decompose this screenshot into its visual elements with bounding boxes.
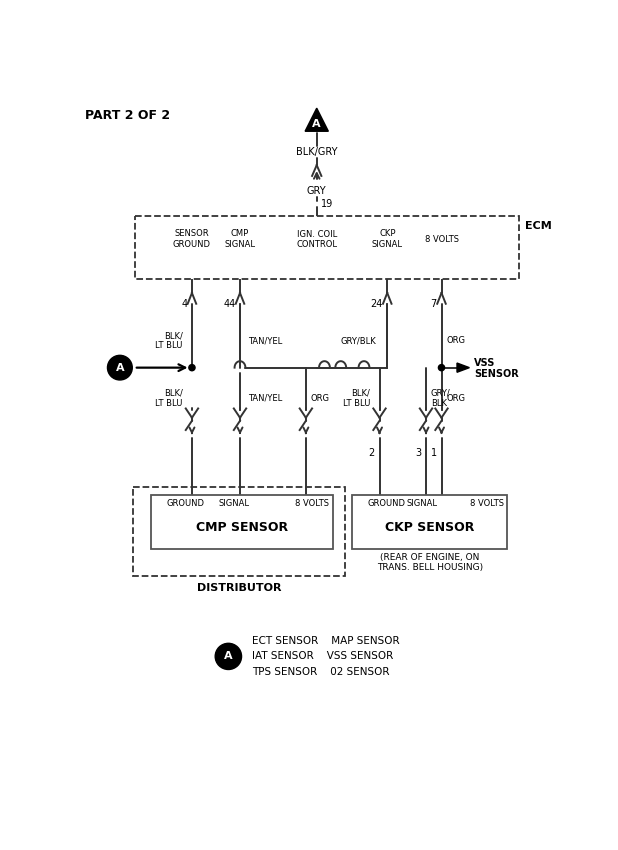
Polygon shape [457, 363, 470, 372]
Text: SENSOR: SENSOR [474, 369, 519, 379]
Text: ECT SENSOR    MAP SENSOR: ECT SENSOR MAP SENSOR [252, 636, 399, 646]
Circle shape [215, 643, 242, 670]
Text: GRY: GRY [307, 185, 326, 196]
Text: IAT SENSOR    VSS SENSOR: IAT SENSOR VSS SENSOR [252, 651, 393, 661]
Text: TAN/YEL: TAN/YEL [248, 394, 282, 403]
Text: SENSOR
GROUND: SENSOR GROUND [173, 230, 211, 249]
Text: GRY/BLK: GRY/BLK [341, 337, 376, 345]
Text: A: A [224, 651, 233, 661]
Text: SIGNAL: SIGNAL [219, 500, 250, 508]
Text: ORG: ORG [446, 337, 465, 345]
Text: easyautodiagnostics.com: easyautodiagnostics.com [211, 246, 422, 264]
Text: GRY/
BLK: GRY/ BLK [431, 388, 451, 408]
Text: IGN. COIL
CONTROL: IGN. COIL CONTROL [296, 230, 337, 249]
Text: CKP SENSOR: CKP SENSOR [385, 521, 475, 535]
Text: TAN/YEL: TAN/YEL [248, 337, 282, 345]
Circle shape [438, 365, 444, 371]
Text: 8 VOLTS: 8 VOLTS [470, 500, 504, 508]
Text: 8 VOLTS: 8 VOLTS [425, 235, 459, 244]
Text: ORG: ORG [310, 394, 329, 403]
Text: GROUND: GROUND [368, 500, 406, 508]
Text: BLK/
LT BLU: BLK/ LT BLU [155, 331, 183, 350]
Text: 2: 2 [368, 448, 375, 458]
Text: CKP
SIGNAL: CKP SIGNAL [372, 230, 403, 249]
Text: BLK/GRY: BLK/GRY [296, 147, 337, 157]
Text: (REAR OF ENGINE, ON
TRANS. BELL HOUSING): (REAR OF ENGINE, ON TRANS. BELL HOUSING) [377, 552, 483, 572]
Text: GROUND: GROUND [166, 500, 205, 508]
Text: 3: 3 [415, 448, 421, 458]
Text: CMP
SIGNAL: CMP SIGNAL [224, 230, 255, 249]
Text: ORG: ORG [446, 394, 465, 403]
Text: BLK/
LT BLU: BLK/ LT BLU [343, 388, 370, 408]
Text: ECM: ECM [525, 221, 552, 230]
Text: SIGNAL: SIGNAL [407, 500, 438, 508]
Polygon shape [305, 108, 328, 131]
Text: VSS: VSS [474, 358, 496, 368]
Bar [135, 216, 519, 279]
Bar [133, 487, 345, 575]
Text: DISTRIBUTOR: DISTRIBUTOR [197, 583, 281, 592]
Circle shape [189, 365, 195, 371]
Text: 7: 7 [431, 298, 437, 309]
Text: 1: 1 [431, 448, 437, 458]
Bar [151, 495, 333, 548]
Text: A: A [313, 119, 321, 129]
Text: A: A [116, 363, 124, 372]
Text: CMP SENSOR: CMP SENSOR [196, 521, 288, 535]
Bar [352, 495, 507, 548]
Text: 8 VOLTS: 8 VOLTS [295, 500, 329, 508]
Circle shape [108, 355, 132, 380]
Text: 44: 44 [223, 298, 235, 309]
Text: 19: 19 [321, 200, 334, 209]
Text: TPS SENSOR    02 SENSOR: TPS SENSOR 02 SENSOR [252, 666, 389, 677]
Text: 4: 4 [181, 298, 187, 309]
Text: 24: 24 [370, 298, 383, 309]
Text: BLK/
LT BLU: BLK/ LT BLU [155, 388, 183, 408]
Text: PART 2 OF 2: PART 2 OF 2 [85, 110, 170, 122]
